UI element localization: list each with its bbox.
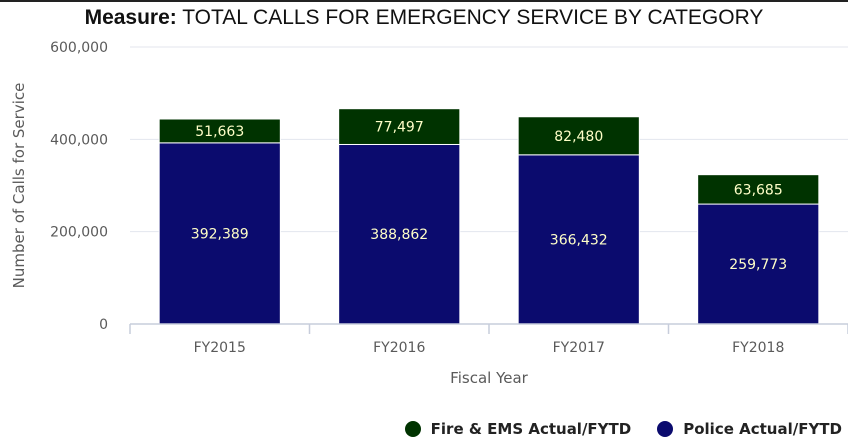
data-label: 392,389 [191, 226, 249, 242]
bar-segment[interactable] [697, 174, 820, 205]
y-tick-label: 200,000 [50, 225, 108, 241]
legend-swatch-fire-ems [404, 421, 421, 437]
bar-segment[interactable] [338, 143, 461, 325]
x-tick-label: FY2017 [553, 340, 605, 356]
legend-label-fire-ems: Fire & EMS Actual/FYTD [430, 420, 632, 438]
top-rule [0, 0, 848, 2]
x-tick-label: FY2018 [732, 340, 784, 356]
data-label: 51,663 [195, 124, 244, 140]
bar-segment[interactable] [158, 142, 281, 325]
legend-item-police[interactable]: Police Actual/FYTD [657, 420, 842, 438]
bar-segment[interactable] [338, 108, 461, 145]
data-label: 63,685 [734, 182, 783, 198]
bars: 392,389 51,663 388,862 77,497 366,432 82,480 2… [158, 108, 820, 325]
x-axis-label: Fiscal Year [450, 369, 528, 387]
legend: Fire & EMS Actual/FYTD Police Actual/FYT… [404, 420, 842, 438]
x-tick-label: FY2016 [373, 340, 425, 356]
chart-title: Measure: TOTAL CALLS FOR EMERGENCY SERVI… [0, 6, 848, 30]
bar-segment[interactable] [517, 116, 640, 156]
data-label: 388,862 [370, 227, 428, 243]
chart-title-bold: Measure: [84, 6, 177, 29]
y-tick-label: 600,000 [50, 40, 108, 56]
data-label: 259,773 [729, 257, 787, 273]
y-tick-label: 0 [99, 317, 108, 333]
y-axis-label: Number of Calls for Service [10, 83, 28, 289]
chart-title-text: TOTAL CALLS FOR EMERGENCY SERVICE BY CAT… [176, 6, 764, 29]
bar-segment[interactable] [517, 154, 640, 325]
y-axis-ticks: 0 200,000 400,000 600,000 [50, 40, 108, 333]
data-label: 82,480 [554, 129, 603, 145]
legend-item-fire-ems[interactable]: Fire & EMS Actual/FYTD [404, 420, 632, 438]
legend-swatch-police [657, 421, 674, 437]
x-axis: FY2015 FY2016 FY2017 FY2018 [129, 323, 848, 356]
y-tick-label: 400,000 [50, 132, 108, 148]
legend-label-police: Police Actual/FYTD [683, 420, 842, 438]
bar-segment[interactable] [697, 203, 820, 325]
data-label: 77,497 [375, 120, 424, 136]
bar-segment[interactable] [158, 118, 281, 144]
data-label: 366,432 [550, 232, 608, 248]
x-tick-label: FY2015 [194, 340, 246, 356]
